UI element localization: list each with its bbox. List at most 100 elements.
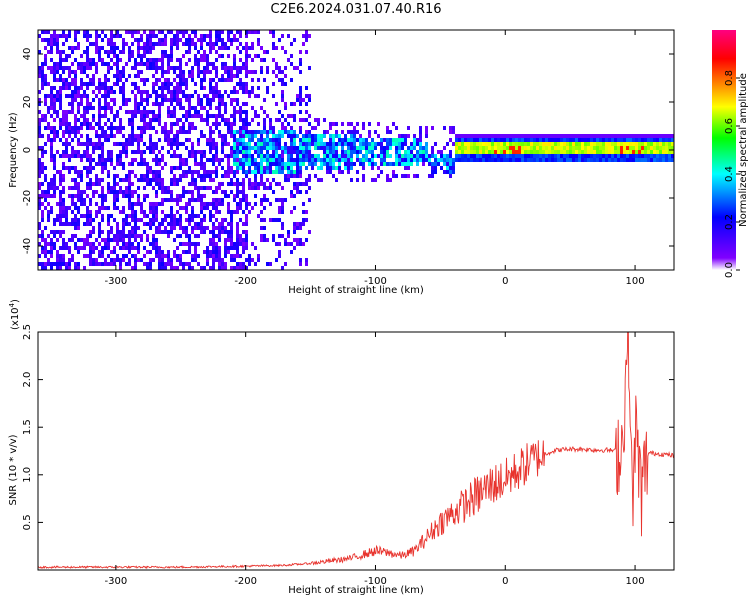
- heatmap-cell: [170, 258, 173, 262]
- heatmap-cell: [560, 146, 563, 150]
- heatmap-cell: [218, 258, 221, 262]
- heatmap-cell: [161, 50, 164, 54]
- heatmap-cell: [80, 238, 83, 242]
- heatmap-cell: [221, 226, 224, 230]
- heatmap-cell: [83, 198, 86, 202]
- heatmap-cell: [245, 206, 248, 210]
- heatmap-cell: [548, 150, 551, 154]
- heatmap-cell: [503, 134, 506, 138]
- heatmap-cell: [59, 170, 62, 174]
- heatmap-cell: [215, 74, 218, 78]
- heatmap-cell: [74, 70, 77, 74]
- heatmap-cell: [500, 138, 503, 142]
- heatmap-cell: [236, 206, 239, 210]
- heatmap-cell: [122, 66, 125, 70]
- heatmap-cell: [167, 234, 170, 238]
- heatmap-cell: [164, 262, 167, 266]
- heatmap-cell: [179, 174, 182, 178]
- heatmap-cell: [362, 166, 365, 170]
- heatmap-cell: [176, 118, 179, 122]
- heatmap-cell: [344, 142, 347, 146]
- spectrogram-x-tick-label: -200: [234, 276, 257, 287]
- heatmap-cell: [140, 62, 143, 66]
- heatmap-cell: [206, 98, 209, 102]
- heatmap-cell: [245, 234, 248, 238]
- heatmap-cell: [398, 158, 401, 162]
- heatmap-cell: [485, 146, 488, 150]
- heatmap-cell: [155, 242, 158, 246]
- heatmap-cell: [50, 130, 53, 134]
- heatmap-cell: [65, 38, 68, 42]
- heatmap-cell: [224, 46, 227, 50]
- heatmap-cell: [74, 82, 77, 86]
- heatmap-cell: [239, 238, 242, 242]
- heatmap-cell: [599, 158, 602, 162]
- heatmap-cell: [527, 134, 530, 138]
- heatmap-cell: [203, 202, 206, 206]
- heatmap-cell: [248, 166, 251, 170]
- heatmap-cell: [71, 222, 74, 226]
- heatmap-cell: [53, 154, 56, 158]
- heatmap-cell: [425, 134, 428, 138]
- heatmap-cell: [404, 162, 407, 166]
- heatmap-cell: [173, 110, 176, 114]
- heatmap-cell: [104, 74, 107, 78]
- heatmap-cell: [371, 166, 374, 170]
- heatmap-cell: [329, 170, 332, 174]
- heatmap-cell: [62, 30, 65, 34]
- heatmap-cell: [296, 238, 299, 242]
- heatmap-cell: [203, 66, 206, 70]
- heatmap-cell: [44, 190, 47, 194]
- heatmap-cell: [86, 82, 89, 86]
- heatmap-cell: [350, 150, 353, 154]
- heatmap-cell: [296, 154, 299, 158]
- heatmap-cell: [116, 130, 119, 134]
- heatmap-cell: [80, 70, 83, 74]
- heatmap-cell: [167, 78, 170, 82]
- heatmap-cell: [422, 150, 425, 154]
- heatmap-cell: [101, 46, 104, 50]
- heatmap-cell: [230, 98, 233, 102]
- heatmap-cell: [167, 30, 170, 34]
- heatmap-cell: [284, 118, 287, 122]
- heatmap-cell: [161, 42, 164, 46]
- heatmap-cell: [494, 158, 497, 162]
- heatmap-cell: [185, 242, 188, 246]
- heatmap-cell: [173, 218, 176, 222]
- heatmap-cell: [71, 70, 74, 74]
- heatmap-cell: [623, 146, 626, 150]
- heatmap-cell: [212, 98, 215, 102]
- heatmap-cell: [449, 166, 452, 170]
- heatmap-cell: [455, 134, 458, 138]
- heatmap-cell: [458, 158, 461, 162]
- heatmap-cell: [215, 30, 218, 34]
- heatmap-cell: [182, 122, 185, 126]
- heatmap-cell: [86, 170, 89, 174]
- heatmap-cell: [299, 150, 302, 154]
- heatmap-cell: [497, 146, 500, 150]
- heatmap-cell: [251, 90, 254, 94]
- heatmap-cell: [227, 46, 230, 50]
- heatmap-cell: [320, 178, 323, 182]
- heatmap-cell: [398, 142, 401, 146]
- heatmap-cell: [290, 54, 293, 58]
- heatmap-cell: [122, 190, 125, 194]
- heatmap-cell: [233, 242, 236, 246]
- heatmap-cell: [518, 150, 521, 154]
- heatmap-cell: [53, 190, 56, 194]
- heatmap-cell: [95, 94, 98, 98]
- heatmap-cell: [554, 154, 557, 158]
- heatmap-cell: [293, 238, 296, 242]
- heatmap-cell: [515, 134, 518, 138]
- heatmap-cell: [56, 170, 59, 174]
- heatmap-cell: [197, 66, 200, 70]
- heatmap-cell: [110, 158, 113, 162]
- heatmap-cell: [65, 138, 68, 142]
- heatmap-cell: [356, 154, 359, 158]
- heatmap-cell: [176, 66, 179, 70]
- heatmap-cell: [56, 90, 59, 94]
- heatmap-cell: [119, 130, 122, 134]
- heatmap-cell: [611, 158, 614, 162]
- heatmap-cell: [650, 158, 653, 162]
- heatmap-cell: [122, 70, 125, 74]
